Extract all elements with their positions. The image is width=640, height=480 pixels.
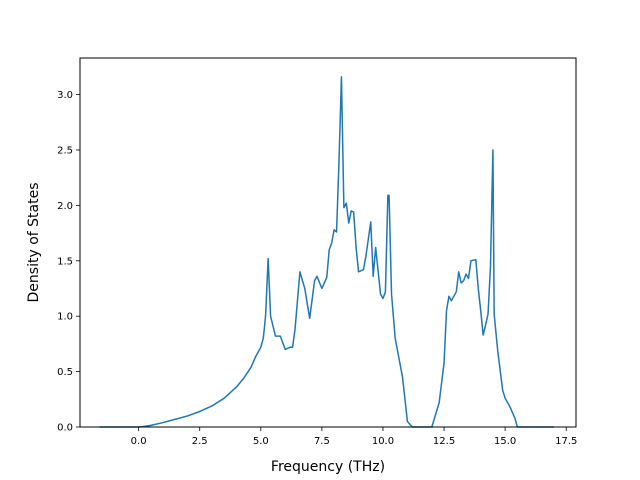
- y-tick-label: 3.0: [57, 90, 73, 101]
- x-axis-ticks: 0.0 2.5 5.0 7.5 10.0 12.5 15.0 17.5: [131, 427, 577, 447]
- plot-frame: [79, 57, 577, 428]
- y-tick-label: 1.0: [57, 312, 73, 323]
- y-tick-label: 2.5: [57, 145, 73, 156]
- x-tick-label: 5.0: [253, 436, 269, 447]
- x-tick-label: 0.0: [131, 436, 147, 447]
- x-axis-title: Frequency (THz): [271, 459, 385, 475]
- y-tick-label: 2.0: [57, 201, 73, 212]
- y-tick-label: 0.0: [57, 423, 73, 434]
- x-tick-label: 10.0: [372, 436, 394, 447]
- y-axis-title: Density of States: [26, 183, 42, 303]
- x-tick-label: 12.5: [433, 436, 455, 447]
- y-tick-label: 1.5: [57, 256, 73, 267]
- x-tick-label: 2.5: [192, 436, 208, 447]
- y-axis-ticks: 0.0 0.5 1.0 1.5 2.0 2.5 3.0: [57, 90, 80, 434]
- x-tick-label: 7.5: [314, 436, 330, 447]
- dos-series-line: [99, 76, 555, 428]
- y-tick-label: 0.5: [57, 367, 73, 378]
- plot-layer: [99, 76, 555, 428]
- x-tick-label: 15.0: [494, 436, 516, 447]
- x-tick-label: 17.5: [555, 436, 577, 447]
